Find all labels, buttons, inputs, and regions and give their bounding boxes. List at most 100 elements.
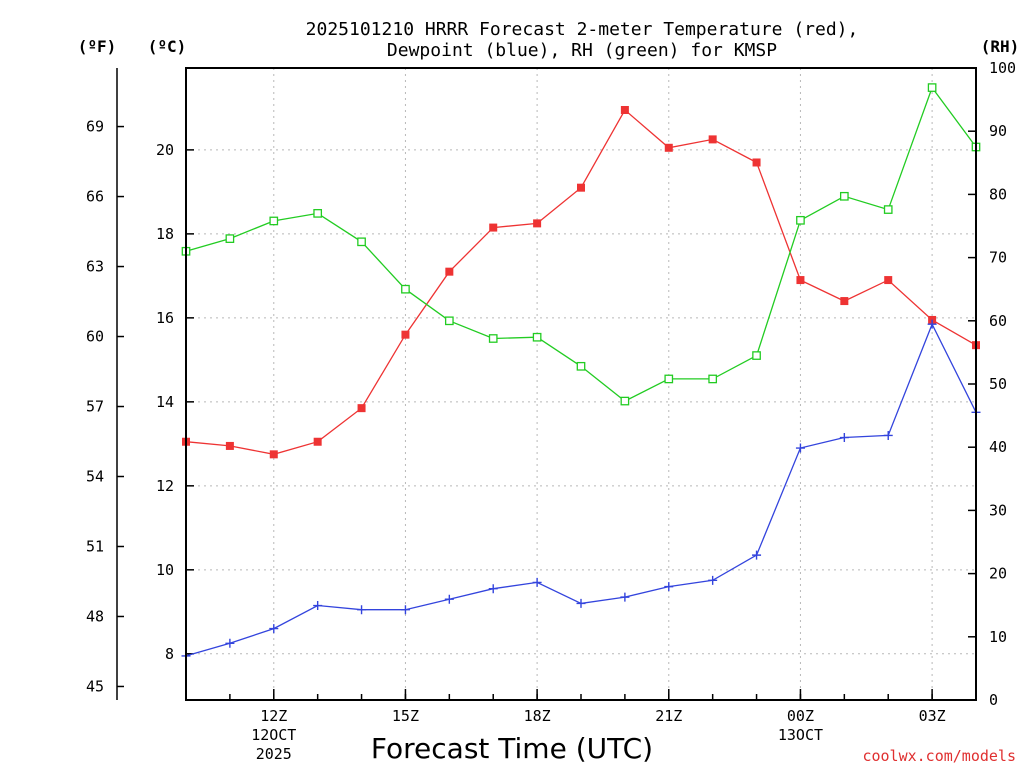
temperature-point <box>664 143 673 152</box>
dewpoint-point <box>400 605 410 615</box>
x-axis-title: Forecast Time (UTC) <box>371 732 653 765</box>
dewpoint-point <box>269 624 279 634</box>
x-tick-label: 12OCT <box>251 726 296 744</box>
rh-tick-label: 60 <box>989 312 1007 330</box>
rh-point <box>839 191 849 201</box>
f-tick-label: 45 <box>86 677 104 695</box>
chart-title-line-2: Dewpoint (blue), RH (green) for KMSP <box>387 40 777 61</box>
temperature-point <box>884 276 893 285</box>
dewpoint-point <box>488 584 498 594</box>
credit-text: coolwx.com/models <box>862 747 1016 765</box>
f-tick-label: 51 <box>86 537 104 555</box>
celsius-unit-label: (ºC) <box>148 37 187 56</box>
rh-point <box>620 396 630 406</box>
rh-tick-label: 20 <box>989 565 1007 583</box>
f-tick-label: 48 <box>86 607 104 625</box>
series-layer <box>181 83 981 661</box>
temperature-point <box>620 105 629 114</box>
c-tick-label: 12 <box>156 477 174 495</box>
dewpoint-point <box>225 638 235 648</box>
temperature-point <box>708 135 717 144</box>
rh-tick-label: 80 <box>989 185 1007 203</box>
rh-tick-label: 70 <box>989 249 1007 267</box>
rh-tick-label: 50 <box>989 375 1007 393</box>
dewpoint-point <box>444 594 454 604</box>
c-tick-label: 14 <box>156 393 174 411</box>
rh-point <box>225 234 235 243</box>
temperature-point <box>489 223 498 232</box>
fahrenheit-unit-label: (ºF) <box>78 37 117 56</box>
rh-point <box>883 205 893 214</box>
dewpoint-point <box>839 433 849 443</box>
x-tick-label: 15Z <box>392 707 419 725</box>
temperature-point <box>840 297 849 306</box>
temperature-point <box>796 276 805 285</box>
temperature-point <box>313 437 322 446</box>
f-tick-label: 54 <box>86 468 104 486</box>
rh-point <box>488 334 498 343</box>
dewpoint-point <box>620 592 630 602</box>
dewpoint-series <box>181 319 981 661</box>
temperature-point <box>269 450 278 459</box>
dewpoint-point <box>883 430 893 440</box>
plot-frame <box>185 67 977 701</box>
x-tick-label: 00Z <box>787 707 814 725</box>
temperature-point <box>225 441 234 450</box>
temperature-line <box>185 108 977 455</box>
f-tick-label: 66 <box>86 188 104 206</box>
rh-tick-label: 40 <box>989 438 1007 456</box>
c-tick-label: 20 <box>156 141 174 159</box>
rh-point <box>269 216 279 226</box>
rh-axis: 0 10 20 30 40 50 60 70 80 90 100 <box>968 59 1016 709</box>
dewpoint-point <box>532 577 542 587</box>
x-tick-label: 2025 <box>256 745 292 763</box>
rh-line <box>185 86 977 402</box>
dewpoint-point <box>664 582 674 592</box>
dewpoint-point <box>708 575 718 585</box>
dewpoint-point <box>795 443 805 453</box>
rh-point <box>313 209 323 218</box>
c-tick-label: 10 <box>156 561 174 579</box>
x-tick-label: 18Z <box>524 707 551 725</box>
rh-point <box>401 284 410 294</box>
rh-point <box>796 215 805 225</box>
rh-point <box>708 374 718 384</box>
f-tick-label: 63 <box>86 258 104 276</box>
temperature-point <box>401 330 410 339</box>
temperature-point <box>357 404 366 413</box>
temperature-point <box>533 219 542 228</box>
c-tick-label: 18 <box>156 225 174 243</box>
celsius-axis: 8 10 12 14 16 18 20 <box>156 141 194 663</box>
dewpoint-point <box>313 601 323 611</box>
temperature-point <box>445 267 454 276</box>
rh-point <box>444 316 454 326</box>
rh-series <box>181 83 981 406</box>
c-tick-label: 16 <box>156 309 174 327</box>
temperature-series <box>182 105 980 459</box>
c-tick-label: 8 <box>165 645 174 663</box>
rh-point <box>576 361 586 371</box>
dewpoint-point <box>576 598 586 608</box>
f-tick-label: 57 <box>86 398 104 416</box>
fahrenheit-axis: 45 48 51 54 57 60 63 66 69 <box>86 118 124 695</box>
x-tick-label: 21Z <box>655 707 682 725</box>
x-tick-label: 03Z <box>919 707 946 725</box>
rh-tick-label: 30 <box>989 501 1007 519</box>
rh-point <box>532 332 542 342</box>
dewpoint-point <box>927 319 937 329</box>
f-tick-label: 60 <box>86 328 104 346</box>
f-tick-label: 69 <box>86 118 104 136</box>
temperature-point <box>577 183 585 192</box>
rh-tick-label: 100 <box>989 59 1016 77</box>
rh-point <box>357 237 366 247</box>
rh-unit-label: (RH) <box>981 37 1020 56</box>
chart-title-line-1: 2025101210 HRRR Forecast 2-meter Tempera… <box>306 19 859 40</box>
rh-tick-label: 90 <box>989 122 1007 140</box>
rh-point <box>752 351 761 360</box>
rh-point <box>927 83 937 92</box>
rh-tick-label: 10 <box>989 628 1007 646</box>
rh-point <box>664 374 674 384</box>
x-tick-label: 12Z <box>260 707 287 725</box>
